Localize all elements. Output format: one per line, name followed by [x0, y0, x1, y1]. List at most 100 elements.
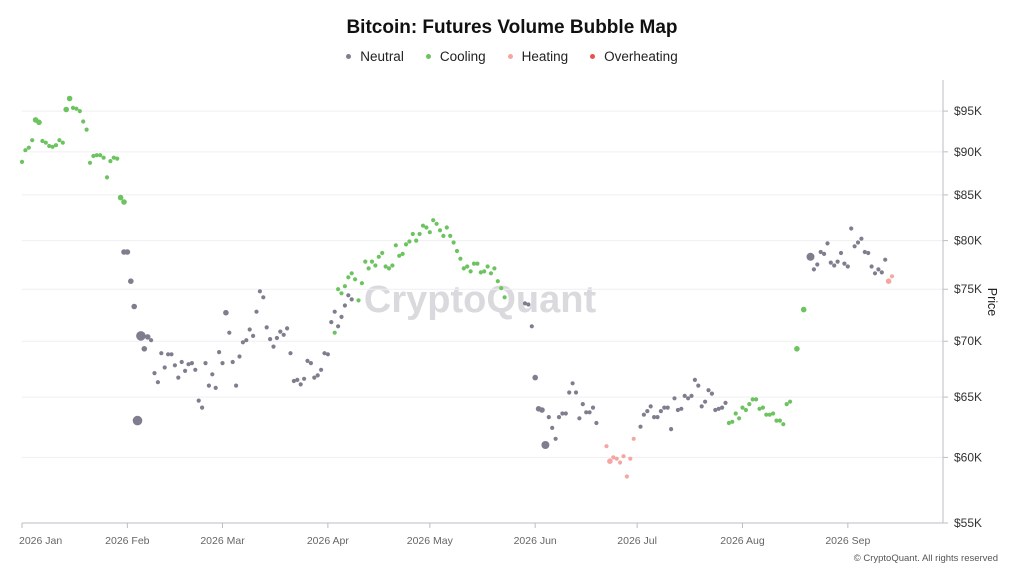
point-cooling[interactable]	[91, 153, 96, 159]
point-neutral[interactable]	[291, 378, 296, 384]
point-neutral[interactable]	[189, 361, 194, 366]
point-cooling[interactable]	[441, 233, 446, 238]
point-neutral[interactable]	[200, 405, 205, 410]
point-cooling[interactable]	[800, 306, 807, 313]
point-neutral[interactable]	[825, 241, 830, 246]
point-cooling[interactable]	[407, 239, 412, 244]
point-heating[interactable]	[628, 456, 633, 461]
point-cooling[interactable]	[366, 266, 371, 271]
legend-item-cooling[interactable]: Cooling	[425, 49, 486, 64]
point-cooling[interactable]	[77, 109, 82, 114]
point-neutral[interactable]	[136, 331, 146, 341]
point-neutral[interactable]	[811, 267, 817, 272]
point-neutral[interactable]	[883, 257, 888, 262]
point-cooling[interactable]	[784, 402, 789, 407]
point-neutral[interactable]	[217, 350, 222, 355]
point-neutral[interactable]	[869, 264, 874, 269]
point-neutral[interactable]	[162, 365, 167, 370]
point-neutral[interactable]	[842, 261, 847, 266]
point-neutral[interactable]	[141, 346, 148, 352]
point-cooling[interactable]	[726, 420, 732, 426]
point-neutral[interactable]	[665, 405, 670, 410]
point-neutral[interactable]	[176, 375, 181, 380]
point-neutral[interactable]	[254, 309, 259, 314]
point-neutral[interactable]	[713, 407, 718, 413]
point-cooling[interactable]	[87, 160, 93, 165]
point-cooling[interactable]	[57, 138, 62, 143]
point-neutral[interactable]	[128, 278, 134, 285]
point-heating[interactable]	[618, 460, 623, 465]
point-neutral[interactable]	[315, 373, 320, 378]
point-cooling[interactable]	[743, 407, 749, 413]
point-neutral[interactable]	[302, 376, 307, 381]
point-neutral[interactable]	[645, 409, 650, 414]
point-neutral[interactable]	[183, 368, 188, 373]
point-neutral[interactable]	[144, 334, 151, 340]
point-cooling[interactable]	[417, 231, 422, 237]
point-neutral[interactable]	[166, 352, 171, 357]
point-cooling[interactable]	[730, 419, 735, 424]
point-heating[interactable]	[885, 278, 892, 285]
point-cooling[interactable]	[342, 284, 347, 289]
point-neutral[interactable]	[590, 405, 596, 410]
point-neutral[interactable]	[675, 407, 681, 413]
point-cooling[interactable]	[403, 242, 409, 247]
point-neutral[interactable]	[193, 367, 198, 372]
point-cooling[interactable]	[74, 106, 79, 111]
point-neutral[interactable]	[322, 351, 327, 356]
point-neutral[interactable]	[570, 381, 575, 386]
point-neutral[interactable]	[563, 411, 568, 416]
point-cooling[interactable]	[117, 194, 124, 201]
point-cooling[interactable]	[81, 119, 86, 124]
point-neutral[interactable]	[696, 383, 701, 388]
point-neutral[interactable]	[169, 352, 174, 357]
point-neutral[interactable]	[227, 330, 232, 335]
point-cooling[interactable]	[774, 418, 779, 423]
point-cooling[interactable]	[465, 264, 470, 269]
point-cooling[interactable]	[386, 266, 392, 271]
point-cooling[interactable]	[373, 263, 378, 268]
point-neutral[interactable]	[522, 301, 528, 306]
point-neutral[interactable]	[806, 252, 815, 261]
point-neutral[interactable]	[329, 320, 334, 325]
point-neutral[interactable]	[706, 388, 711, 393]
point-cooling[interactable]	[434, 221, 439, 226]
point-cooling[interactable]	[485, 264, 490, 269]
point-neutral[interactable]	[237, 354, 242, 359]
point-neutral[interactable]	[172, 363, 177, 368]
point-neutral[interactable]	[577, 416, 582, 421]
point-cooling[interactable]	[98, 153, 103, 158]
point-neutral[interactable]	[539, 407, 545, 413]
point-neutral[interactable]	[264, 325, 269, 330]
legend-item-neutral[interactable]: Neutral	[346, 49, 404, 64]
point-cooling[interactable]	[454, 248, 460, 254]
point-cooling[interactable]	[359, 281, 364, 286]
point-cooling[interactable]	[495, 279, 500, 284]
point-cooling[interactable]	[104, 175, 110, 180]
point-neutral[interactable]	[679, 406, 684, 411]
point-cooling[interactable]	[50, 144, 55, 149]
point-cooling[interactable]	[754, 397, 759, 402]
point-neutral[interactable]	[828, 260, 833, 265]
point-cooling[interactable]	[121, 199, 127, 205]
point-neutral[interactable]	[186, 362, 191, 367]
point-neutral[interactable]	[159, 351, 164, 356]
point-cooling[interactable]	[336, 287, 341, 292]
point-heating[interactable]	[621, 454, 626, 459]
point-neutral[interactable]	[342, 303, 347, 308]
point-cooling[interactable]	[332, 330, 337, 335]
point-cooling[interactable]	[737, 416, 742, 421]
point-neutral[interactable]	[815, 262, 820, 267]
point-neutral[interactable]	[866, 250, 871, 256]
point-cooling[interactable]	[420, 223, 426, 228]
point-cooling[interactable]	[448, 233, 453, 238]
point-neutral[interactable]	[124, 249, 131, 255]
point-neutral[interactable]	[285, 326, 290, 331]
point-neutral[interactable]	[346, 293, 351, 298]
legend-item-heating[interactable]: Heating	[507, 49, 568, 64]
point-neutral[interactable]	[325, 352, 330, 357]
point-cooling[interactable]	[43, 140, 48, 145]
point-neutral[interactable]	[234, 383, 239, 388]
point-cooling[interactable]	[19, 159, 25, 164]
point-cooling[interactable]	[353, 277, 358, 282]
